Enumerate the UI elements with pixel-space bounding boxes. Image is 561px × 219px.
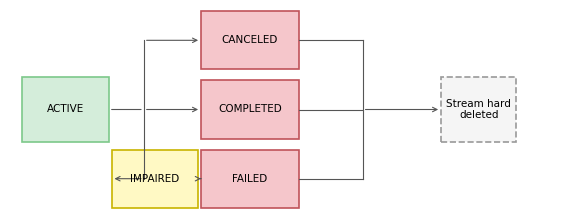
FancyBboxPatch shape <box>201 11 298 69</box>
Text: FAILED: FAILED <box>232 174 268 184</box>
Text: ACTIVE: ACTIVE <box>47 104 84 115</box>
FancyBboxPatch shape <box>112 150 198 208</box>
FancyBboxPatch shape <box>201 150 298 208</box>
FancyBboxPatch shape <box>201 80 298 139</box>
Text: COMPLETED: COMPLETED <box>218 104 282 115</box>
Text: IMPAIRED: IMPAIRED <box>130 174 180 184</box>
Text: CANCELED: CANCELED <box>222 35 278 45</box>
FancyBboxPatch shape <box>441 77 516 142</box>
Text: Stream hard
deleted: Stream hard deleted <box>446 99 511 120</box>
FancyBboxPatch shape <box>22 77 109 142</box>
